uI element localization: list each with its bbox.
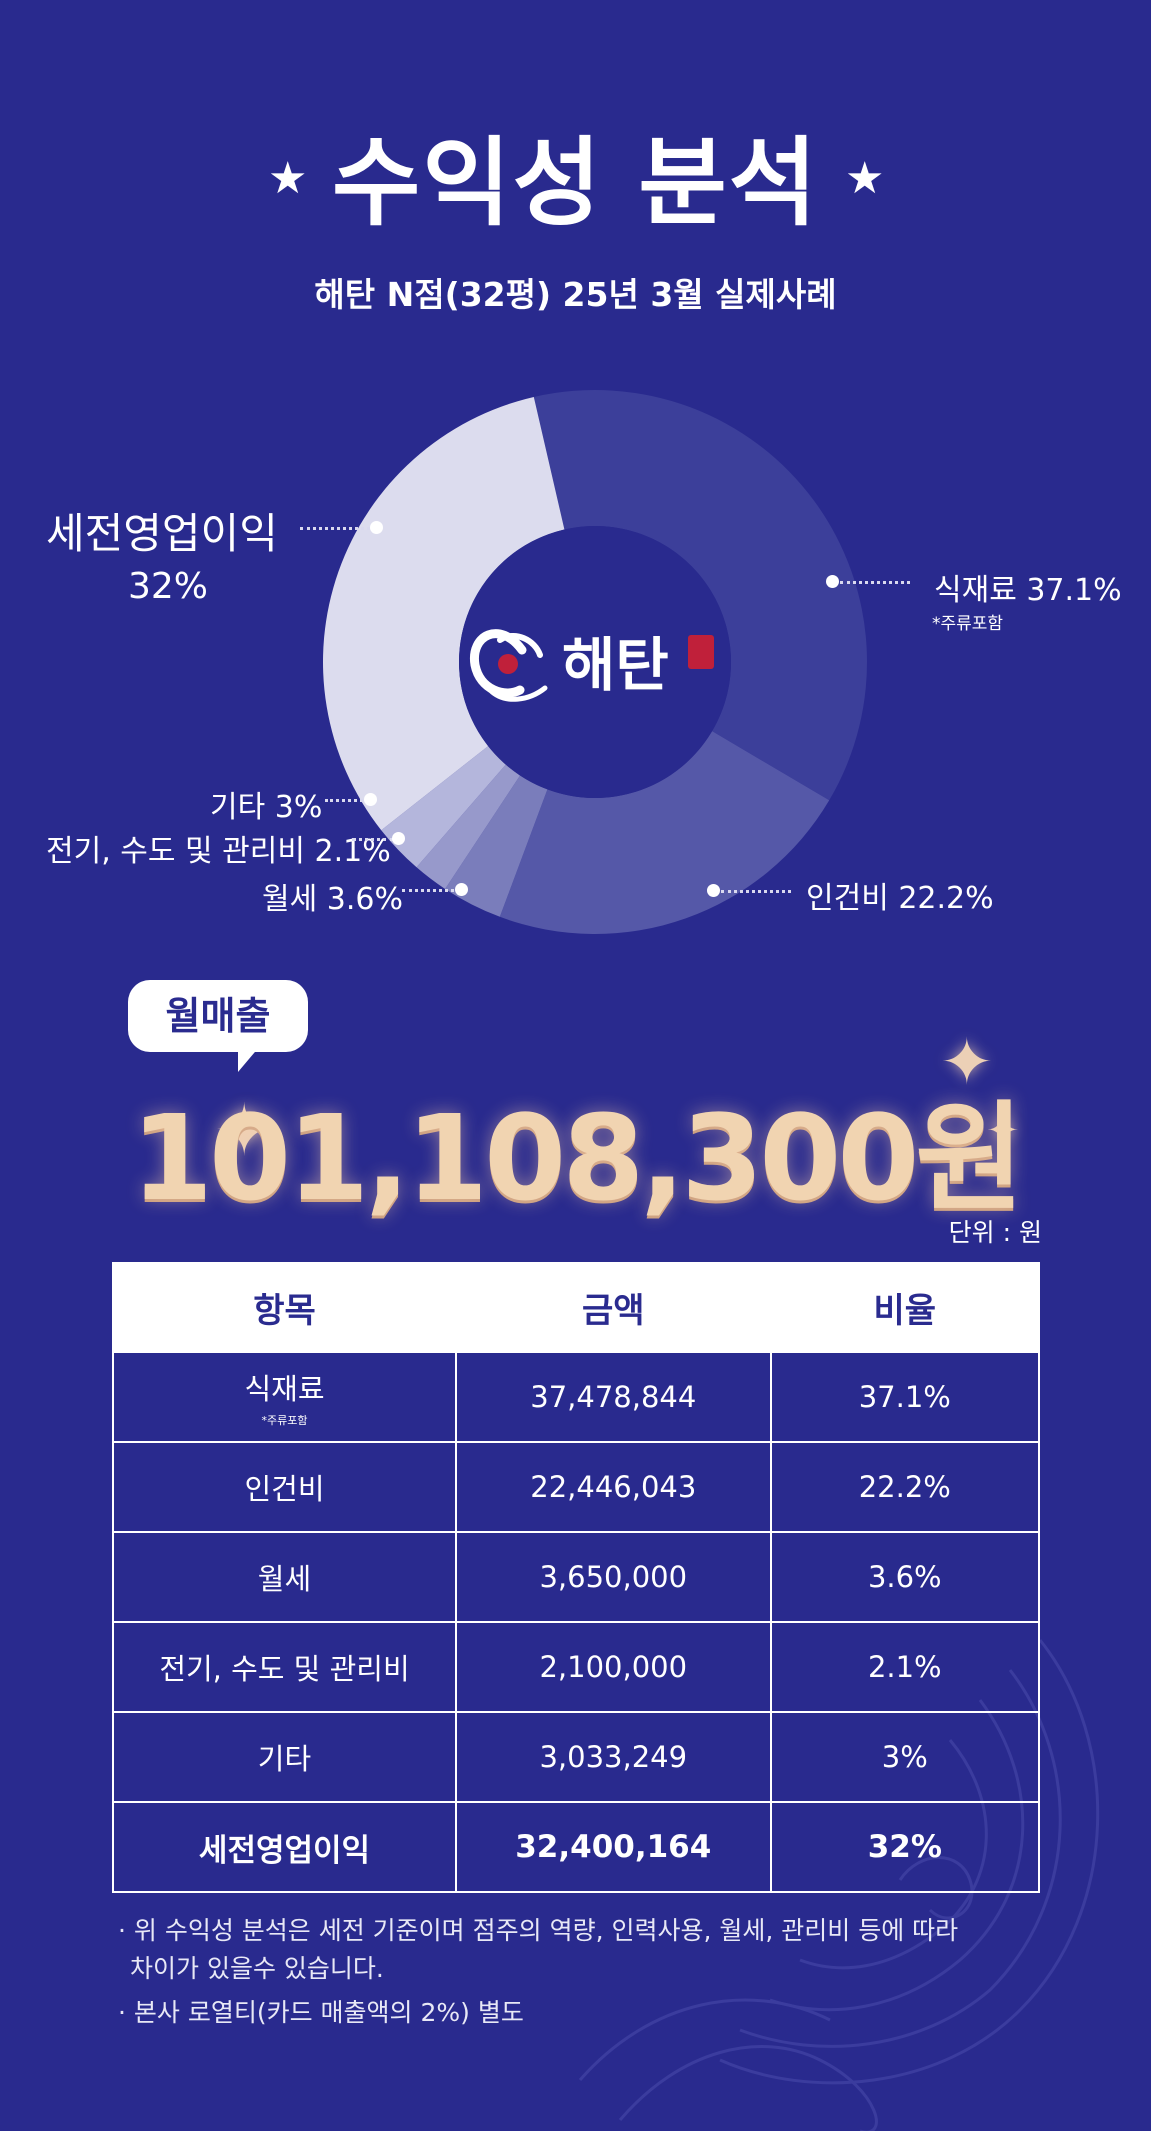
table-row: 기타 3,033,249 3% <box>112 1711 1041 1803</box>
footnote: · 위 수익성 분석은 세전 기준이며 점주의 역량, 인력사용, 월세, 관리… <box>118 1916 959 1945</box>
donut-slice-1 <box>499 731 830 934</box>
row-item: 전기, 수도 및 관리비 <box>112 1621 457 1713</box>
donut-chart: 해탄 <box>323 390 867 934</box>
leader-dot <box>392 832 405 845</box>
row-amount: 3,033,249 <box>454 1711 772 1803</box>
row-ratio: 2.1% <box>769 1621 1041 1713</box>
column-header-ratio: 비율 <box>769 1262 1041 1353</box>
column-header-item: 항목 <box>112 1262 457 1353</box>
row-item: 월세 <box>112 1531 457 1623</box>
page-title: 수익성 분석 <box>331 127 820 239</box>
row-ratio: 3% <box>769 1711 1041 1803</box>
leader-dot <box>707 884 720 897</box>
table-total-row: 세전영업이익 32,400,164 32% <box>112 1801 1041 1893</box>
monthly-revenue-badge: 월매출 <box>128 980 308 1052</box>
row-item: 기타 <box>112 1711 457 1803</box>
row-item: 식재료 *주류포함 <box>112 1351 457 1443</box>
leader-dot <box>370 521 383 534</box>
badge-tail <box>238 1046 260 1072</box>
sparkle-icon: ✦ <box>986 1108 1020 1154</box>
leader-dot <box>455 883 468 896</box>
slice-label-utilities: 전기, 수도 및 관리비 2.1% <box>46 834 391 869</box>
sparkle-icon: ✦ <box>214 1088 275 1172</box>
donut-slice-4 <box>381 746 506 868</box>
leader-line <box>402 889 454 892</box>
title-block: ★ 수익성 분석 ★ <box>0 105 1151 244</box>
total-ratio: 32% <box>769 1801 1041 1893</box>
table-header-row: 항목 금액 비율 <box>112 1262 1041 1353</box>
star-icon: ★ <box>845 153 885 204</box>
unit-label: 단위 : 원 <box>948 1218 1042 1247</box>
page-subtitle: 해탄 N점(32평) 25년 3월 실제사례 <box>314 275 837 314</box>
leader-dot <box>826 575 839 588</box>
row-amount: 2,100,000 <box>454 1621 772 1713</box>
row-amount: 37,478,844 <box>454 1351 772 1443</box>
total-item: 세전영업이익 <box>112 1801 457 1893</box>
donut-slices <box>323 390 867 934</box>
leader-line <box>721 890 791 893</box>
column-header-amount: 금액 <box>454 1262 772 1353</box>
slice-label-ingredients: 식재료 37.1% <box>934 573 1122 608</box>
slice-label-rent: 월세 3.6% <box>262 882 403 917</box>
slice-label-labor: 인건비 22.2% <box>806 881 994 916</box>
row-item-note: *주류포함 <box>261 1414 308 1427</box>
monthly-revenue-amount: 101,108,300원 <box>130 1089 1024 1227</box>
haetan-logo: 해탄 <box>469 629 714 702</box>
donut-hole <box>459 526 731 798</box>
donut-slice-0 <box>533 390 867 801</box>
slice-label-profit: 세전영업이익 <box>46 509 278 558</box>
row-amount: 3,650,000 <box>454 1531 772 1623</box>
donut-slice-5 <box>323 396 565 831</box>
table-row: 식재료 *주류포함 37,478,844 37.1% <box>112 1351 1041 1443</box>
slice-value-profit: 32% <box>128 566 209 607</box>
logo-brand-text: 해탄 <box>562 631 669 699</box>
donut-slice-3 <box>416 764 521 889</box>
row-ratio: 22.2% <box>769 1441 1041 1533</box>
sparkle-icon: ✦ <box>940 1026 994 1100</box>
footnote: 차이가 있을수 있습니다. <box>130 1954 384 1983</box>
leader-dot <box>364 793 377 806</box>
leader-line <box>325 799 363 802</box>
leader-line <box>840 581 910 584</box>
total-amount: 32,400,164 <box>454 1801 772 1893</box>
table-row: 인건비 22,446,043 22.2% <box>112 1441 1041 1533</box>
leader-line <box>352 838 394 841</box>
wave-logo-icon <box>469 629 548 702</box>
star-icon: ★ <box>268 153 308 204</box>
row-amount: 22,446,043 <box>454 1441 772 1533</box>
slice-label-other: 기타 3% <box>210 790 323 825</box>
leader-line <box>300 527 370 530</box>
row-item: 인건비 <box>112 1441 457 1533</box>
table-row: 월세 3,650,000 3.6% <box>112 1531 1041 1623</box>
row-ratio: 3.6% <box>769 1531 1041 1623</box>
row-ratio: 37.1% <box>769 1351 1041 1443</box>
table-row: 전기, 수도 및 관리비 2,100,000 2.1% <box>112 1621 1041 1713</box>
row-item-text: 식재료 <box>244 1372 325 1406</box>
logo-seal <box>688 635 714 669</box>
cost-table: 항목 금액 비율 식재료 *주류포함 37,478,844 37.1% 인건비 2… <box>112 1262 1041 1893</box>
donut-slice-2 <box>445 775 548 917</box>
footnote: · 본사 로열티(카드 매출액의 2%) 별도 <box>118 1998 524 2027</box>
slice-note-ingredients: *주류포함 <box>932 614 1004 634</box>
